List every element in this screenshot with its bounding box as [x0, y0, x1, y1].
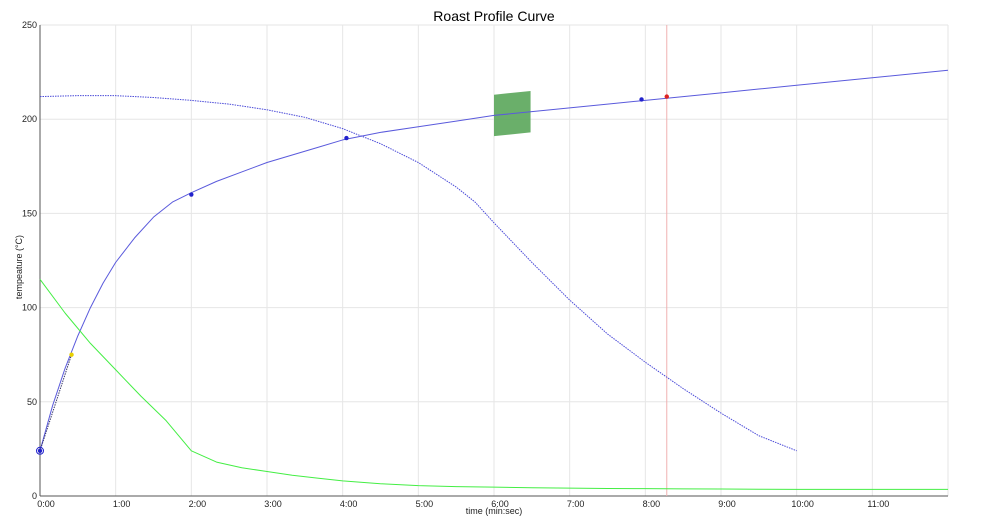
start-marker-ring [36, 446, 44, 455]
event-marker-point [37, 448, 43, 453]
x-tick-label: 8:00 [643, 499, 661, 509]
x-tick-label: 4:00 [340, 499, 358, 509]
event-marker-point [639, 97, 644, 102]
x-tick-label: 5:00 [416, 499, 434, 509]
event-marker-point [189, 192, 194, 197]
x-tick-label: 6:00 [491, 499, 509, 509]
x-tick-label: 1:00 [113, 499, 131, 509]
tick-labels: 0:00 1:00 2:00 3:00 4:00 5:00 6:00 7:00 8:00 9:00… [22, 20, 889, 509]
x-tick-label: 10:00 [791, 499, 814, 509]
series-lines [39, 69, 949, 490]
y-tick-label: 150 [22, 208, 37, 218]
x-tick-label: 7:00 [567, 499, 585, 509]
y-tick-label: 0 [32, 491, 37, 501]
y-tick-label: 50 [27, 397, 37, 407]
x-tick-label: 9:00 [718, 499, 736, 509]
chart-title: Roast Profile Curve [433, 8, 555, 24]
series-line-3 [39, 279, 948, 490]
series-line-4 [39, 354, 73, 451]
event-marker-point [344, 135, 349, 141]
y-axis-label: tempeature (°C) [14, 235, 24, 299]
axes [39, 25, 948, 497]
series-line-2 [39, 95, 797, 452]
y-tick-label: 100 [22, 303, 37, 313]
event-marker-point [664, 94, 669, 99]
y-tick-label: 200 [22, 114, 37, 124]
event-marker-point [69, 352, 74, 357]
event-markers [36, 94, 669, 455]
x-tick-label: 3:00 [264, 499, 282, 509]
x-tick-label: 11:00 [867, 499, 889, 509]
x-tick-label: 0:00 [37, 499, 55, 509]
x-axis-label: time (min:sec) [466, 506, 523, 516]
y-tick-label: 250 [22, 20, 37, 30]
x-tick-label: 2:00 [189, 499, 207, 509]
